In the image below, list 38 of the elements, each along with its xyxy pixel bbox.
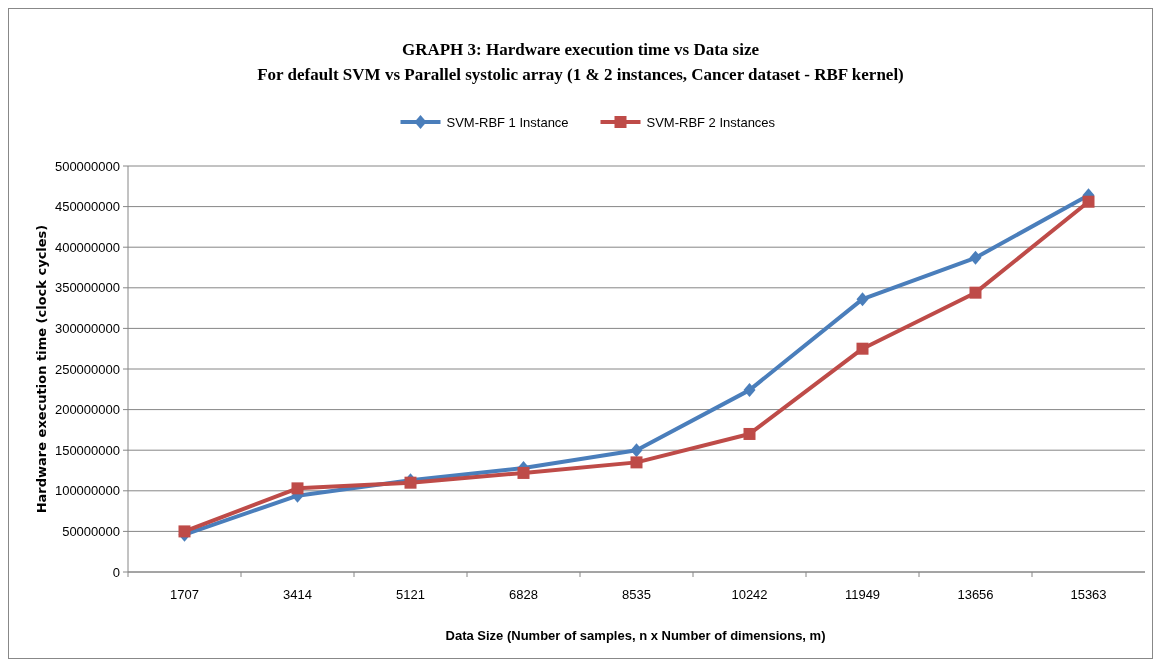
point	[517, 466, 530, 479]
point	[743, 383, 756, 398]
chart-subtitle: For default SVM vs Parallel systolic array (1 & 2 instances, Cancer dataset - RBF kernel)	[257, 65, 904, 84]
x-tick-label: 8535	[622, 587, 651, 602]
point	[291, 482, 304, 495]
y-tick-label: 400000000	[54, 239, 120, 255]
point	[630, 456, 643, 469]
y-tick-label: 200000000	[54, 402, 120, 418]
x-tick-label: 5121	[396, 587, 425, 602]
x-tick-label: 10242	[731, 587, 768, 602]
y-tick-label: 500000000	[54, 158, 120, 174]
x-axis-title: Data Size (Number of samples, n x Number of dimensions, m)	[445, 628, 826, 643]
point	[969, 286, 982, 299]
chart-title: GRAPH 3: Hardware execution time vs Data size	[401, 40, 760, 59]
x-tick-label: 3414	[283, 587, 312, 602]
x-tick-label: 6828	[509, 587, 538, 602]
y-tick-label: 150000000	[54, 442, 120, 458]
x-tick-label: 13656	[957, 587, 994, 602]
y-tick-label: 450000000	[54, 199, 120, 215]
legend-label: SVM-RBF 1 Instance	[446, 114, 569, 130]
point	[856, 292, 869, 307]
y-tick-label: 350000000	[54, 280, 120, 296]
point	[743, 427, 756, 440]
y-tick-label: 300000000	[54, 320, 120, 336]
legend-label: SVM-RBF 2 Instances	[646, 114, 776, 130]
y-axis-title: Hardware execution time (clock cycles)	[34, 224, 49, 514]
point	[630, 443, 643, 458]
point	[969, 250, 982, 265]
y-tick-label: 0	[112, 564, 120, 580]
point	[178, 525, 191, 538]
x-tick-label: 15363	[1070, 587, 1107, 602]
point	[1082, 195, 1095, 208]
x-tick-label: 1707	[170, 587, 199, 602]
y-tick-label: 250000000	[54, 361, 120, 377]
point	[856, 342, 869, 355]
y-tick-label: 100000000	[54, 483, 120, 499]
y-tick-label: 50000000	[62, 523, 120, 539]
x-tick-label: 11949	[844, 587, 881, 602]
